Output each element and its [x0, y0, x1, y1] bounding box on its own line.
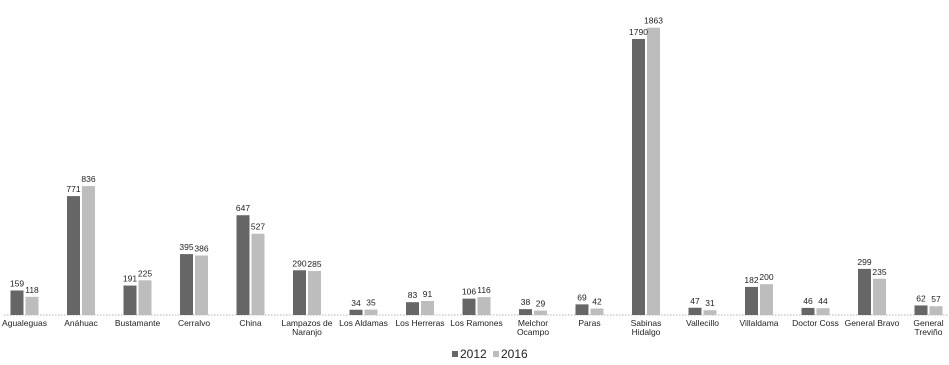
bar-2016-15: [873, 278, 886, 315]
category-label-10: Paras: [578, 318, 600, 328]
bars-group: [10, 27, 943, 316]
bar-2012-6: [349, 309, 363, 315]
bar-2016-6: [364, 309, 378, 315]
category-label-11-line-0: Sabinas: [631, 318, 662, 328]
value-label-2012-7: 83: [408, 290, 418, 300]
value-label-2016-11: 1863: [644, 16, 663, 26]
bar-2012-12: [688, 307, 702, 315]
bar-2016-7: [421, 300, 434, 315]
bar-2016-13: [760, 284, 773, 315]
value-label-2012-16: 62: [916, 293, 926, 303]
value-label-2016-9: 29: [536, 299, 546, 309]
value-label-2012-6: 34: [351, 298, 361, 308]
value-label-2016-15: 235: [872, 267, 886, 277]
value-label-2016-8: 116: [477, 285, 491, 295]
value-label-2016-5: 285: [307, 259, 321, 269]
category-label-12: Vallecillo: [686, 318, 719, 328]
value-label-2016-16: 57: [931, 294, 941, 304]
bar-2012-14: [801, 307, 815, 315]
value-label-2016-10: 42: [592, 297, 602, 307]
value-label-2012-1: 771: [66, 184, 80, 194]
bar-2016-5: [308, 271, 321, 315]
bar-2012-9: [519, 309, 532, 315]
value-label-2012-5: 290: [292, 258, 306, 268]
category-label-13: Villaldama: [739, 318, 778, 328]
category-label-5-line-0: Lampazos de: [281, 318, 332, 328]
value-label-2016-2: 225: [138, 268, 152, 278]
value-label-2012-12: 47: [690, 296, 700, 306]
legend-swatch-2016: [493, 351, 499, 357]
category-label-4: China: [239, 318, 261, 328]
bar-2012-15: [858, 268, 871, 315]
bar-2012-10: [575, 304, 589, 315]
value-label-2012-10: 69: [577, 292, 587, 302]
bar-2012-11: [632, 38, 645, 316]
bar-2016-12: [703, 310, 717, 315]
category-label-7: Los Herreras: [395, 318, 444, 328]
bar-2016-2: [138, 280, 152, 315]
category-label-16-line-0: General: [913, 318, 943, 328]
bar-2016-11: [647, 27, 660, 316]
category-labels-group: Agualeguas Anáhuac Bustamante Cerralvo China…: [2, 318, 944, 337]
value-label-2016-7: 91: [423, 289, 433, 299]
bar-2012-7: [406, 302, 419, 315]
bar-2012-4: [236, 215, 250, 315]
value-label-2012-4: 647: [236, 203, 250, 213]
bar-2012-13: [745, 286, 758, 315]
legend-label-2012: 2012: [460, 347, 487, 361]
value-label-2012-2: 191: [123, 274, 137, 284]
value-label-2016-4: 527: [251, 222, 265, 232]
category-label-11-line-1: Hidalgo: [632, 327, 661, 337]
bar-2012-3: [180, 254, 193, 315]
value-label-2012-15: 299: [857, 257, 871, 267]
value-label-2012-3: 395: [179, 242, 193, 252]
bar-2016-1: [82, 186, 95, 315]
value-label-2012-0: 159: [10, 278, 24, 288]
bar-2012-2: [123, 285, 137, 315]
value-label-2016-3: 386: [194, 243, 208, 253]
legend-swatch-2012: [452, 351, 458, 357]
bar-2016-14: [816, 308, 830, 315]
bar-2012-16: [914, 305, 928, 315]
bar-2012-8: [462, 298, 476, 315]
value-label-2016-12: 31: [705, 298, 715, 308]
category-label-16-line-1: Treviño: [914, 327, 942, 337]
value-label-2016-14: 44: [818, 296, 828, 306]
category-label-15: General Bravo: [845, 318, 900, 328]
value-label-2016-6: 35: [366, 298, 376, 308]
bar-2016-8: [477, 297, 491, 315]
category-label-8: Los Ramones: [450, 318, 502, 328]
bar-2012-1: [67, 196, 80, 315]
bar-2016-0: [25, 296, 39, 315]
value-label-2012-13: 182: [744, 275, 758, 285]
legend: 2012 2016: [452, 347, 528, 361]
value-label-2012-8: 106: [462, 287, 476, 297]
bar-2016-3: [195, 255, 208, 315]
value-label-2016-0: 118: [25, 285, 39, 295]
bar-2016-10: [590, 308, 604, 315]
category-label-5-line-1: Naranjo: [292, 327, 322, 337]
bar-2012-0: [10, 290, 24, 315]
value-label-2016-13: 200: [759, 272, 773, 282]
category-label-9-line-1: Ocampo: [517, 327, 549, 337]
category-label-0: Agualeguas: [2, 318, 47, 328]
category-label-6: Los Aldamas: [339, 318, 388, 328]
legend-label-2016: 2016: [501, 347, 528, 361]
bar-2016-4: [251, 233, 265, 315]
bar-2012-5: [293, 270, 306, 315]
category-label-1: Anáhuac: [64, 318, 98, 328]
category-label-2: Bustamante: [115, 318, 161, 328]
bar-2016-16: [929, 306, 943, 315]
category-label-3: Cerralvo: [178, 318, 210, 328]
bar-2016-9: [534, 310, 547, 315]
value-label-2012-9: 38: [521, 297, 531, 307]
category-label-14: Doctor Coss: [792, 318, 839, 328]
value-label-2016-1: 836: [81, 174, 95, 184]
category-label-9-line-0: Melchor: [518, 318, 548, 328]
value-label-2012-14: 46: [803, 296, 813, 306]
value-label-2012-11: 1790: [629, 27, 648, 37]
